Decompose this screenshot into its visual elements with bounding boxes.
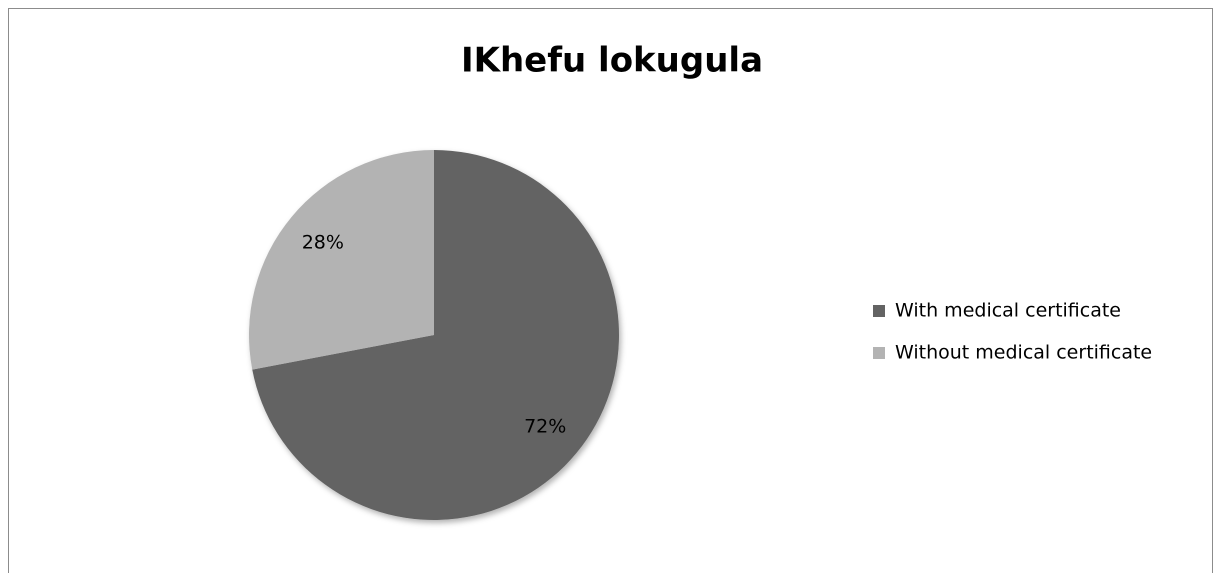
- pie-slice: [252, 150, 619, 520]
- legend-swatch: [873, 347, 885, 359]
- chart-title: IKhefu lokugula: [461, 41, 763, 81]
- pie: [248, 150, 619, 520]
- pie-slice: [248, 150, 434, 370]
- legend-label: With medical certificate: [895, 300, 1121, 322]
- chart-border: [8, 8, 1213, 573]
- legend-label: Without medical certificate: [895, 342, 1152, 364]
- legend-swatch: [873, 305, 885, 317]
- data-label: 28%: [302, 232, 344, 254]
- data-label: 72%: [524, 415, 566, 437]
